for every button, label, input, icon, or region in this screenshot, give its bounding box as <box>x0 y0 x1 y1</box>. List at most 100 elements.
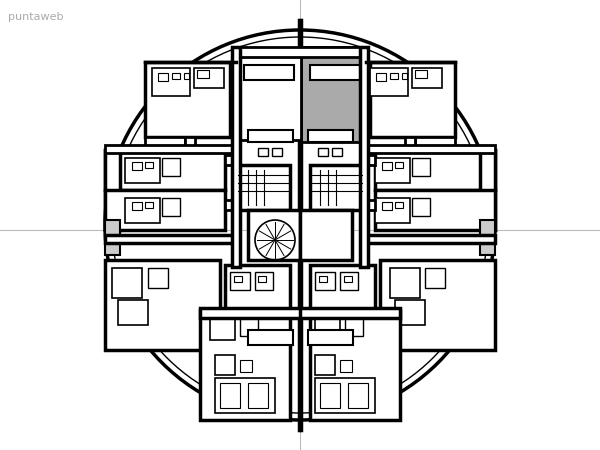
Bar <box>360 200 375 210</box>
Bar <box>225 265 290 310</box>
Bar <box>300 210 352 260</box>
Bar <box>184 73 189 79</box>
Bar <box>230 272 250 290</box>
Bar <box>210 318 235 340</box>
Bar <box>145 202 153 208</box>
Bar <box>197 70 209 78</box>
Bar <box>248 130 293 142</box>
Bar <box>320 383 340 408</box>
Bar <box>365 145 495 153</box>
Bar <box>255 272 273 290</box>
Bar <box>145 62 230 137</box>
Bar <box>200 310 290 420</box>
Bar <box>380 260 495 350</box>
Bar <box>412 68 442 88</box>
Bar <box>105 235 235 243</box>
Bar <box>258 276 266 282</box>
Bar <box>425 268 445 288</box>
Bar <box>194 68 224 88</box>
Bar <box>244 65 294 80</box>
Bar <box>125 198 160 223</box>
Bar <box>415 70 427 78</box>
Bar <box>125 158 160 183</box>
Bar <box>148 268 168 288</box>
Bar <box>310 65 360 80</box>
Bar <box>370 68 408 96</box>
Bar <box>234 276 242 282</box>
Bar <box>375 190 495 230</box>
Bar <box>258 148 268 156</box>
Bar <box>390 73 398 79</box>
Bar <box>105 190 225 230</box>
Bar <box>345 318 363 336</box>
Bar <box>225 200 240 210</box>
Bar <box>158 73 168 81</box>
Bar <box>240 360 252 372</box>
Bar <box>301 47 366 142</box>
Bar <box>340 272 358 290</box>
Bar <box>405 137 415 157</box>
Bar <box>105 145 235 153</box>
Bar <box>272 148 282 156</box>
Bar <box>105 150 225 190</box>
Bar <box>402 73 407 79</box>
Bar <box>248 383 268 408</box>
Bar <box>185 137 195 157</box>
Bar <box>348 383 368 408</box>
Bar <box>308 130 353 142</box>
Bar <box>365 235 495 243</box>
Bar <box>315 318 340 340</box>
Bar <box>395 300 425 325</box>
Bar <box>225 155 240 165</box>
Bar <box>390 268 420 298</box>
Bar <box>232 47 240 267</box>
Bar <box>248 210 300 260</box>
Bar <box>412 198 430 216</box>
Bar <box>145 162 153 168</box>
Bar <box>344 276 352 282</box>
Bar <box>132 162 142 170</box>
Bar <box>318 148 328 156</box>
Bar <box>310 265 375 310</box>
Bar <box>152 68 190 96</box>
Bar <box>412 158 430 176</box>
Bar <box>360 47 368 267</box>
Bar <box>112 268 142 298</box>
Bar <box>375 150 495 190</box>
Bar <box>248 330 293 345</box>
Text: puntaweb: puntaweb <box>8 12 64 22</box>
Bar <box>332 148 342 156</box>
Bar <box>375 198 410 223</box>
Bar <box>340 360 352 372</box>
Bar <box>395 202 403 208</box>
Bar <box>220 383 240 408</box>
Bar <box>382 202 392 210</box>
Bar <box>360 155 375 165</box>
Bar <box>315 355 335 375</box>
Bar <box>240 318 258 336</box>
Bar <box>319 276 327 282</box>
Bar <box>395 162 403 168</box>
Bar <box>376 73 386 81</box>
Bar <box>162 198 180 216</box>
Bar <box>118 300 148 325</box>
Bar <box>310 310 400 420</box>
Bar <box>375 158 410 183</box>
Bar <box>480 150 495 230</box>
Bar <box>370 62 455 137</box>
Bar <box>480 220 495 255</box>
Bar <box>315 378 375 413</box>
Bar <box>238 165 290 210</box>
Bar <box>315 272 335 290</box>
Bar <box>215 355 235 375</box>
Bar <box>172 73 180 79</box>
Bar <box>145 137 185 147</box>
Bar <box>162 158 180 176</box>
Bar <box>105 260 220 350</box>
Bar <box>415 137 455 147</box>
Bar <box>236 55 301 140</box>
Bar <box>310 165 362 210</box>
Bar <box>105 150 120 230</box>
Bar <box>132 202 142 210</box>
Bar <box>308 330 353 345</box>
